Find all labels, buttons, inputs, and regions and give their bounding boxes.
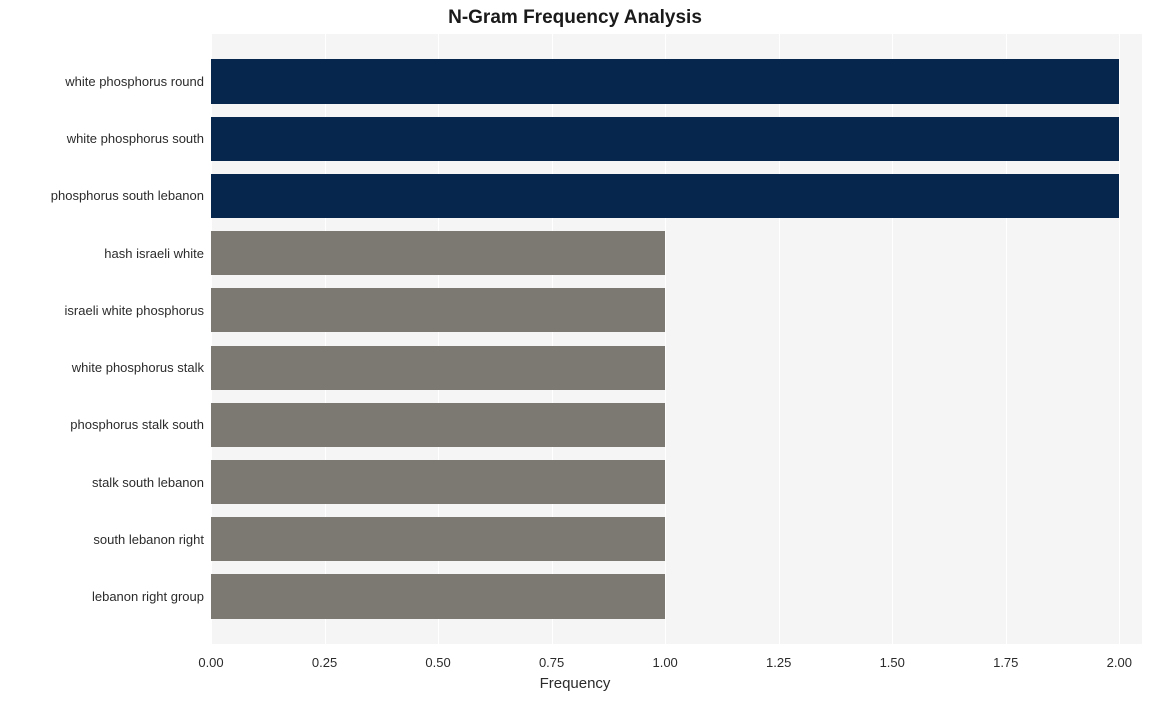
gridline	[1119, 34, 1120, 644]
chart-title: N-Gram Frequency Analysis	[0, 7, 1150, 29]
y-tick-label: white phosphorus stalk	[72, 360, 204, 375]
bar	[211, 346, 665, 390]
ngram-frequency-chart: N-Gram Frequency Analysis Frequency 0.00…	[0, 0, 1150, 701]
bar	[211, 288, 665, 332]
y-tick-label: white phosphorus south	[67, 131, 204, 146]
x-axis-label: Frequency	[0, 675, 1150, 692]
bar	[211, 574, 665, 618]
bar	[211, 174, 1119, 218]
x-tick-label: 1.00	[652, 655, 677, 670]
x-tick-label: 0.00	[198, 655, 223, 670]
y-tick-label: hash israeli white	[104, 246, 204, 261]
x-tick-label: 0.75	[539, 655, 564, 670]
y-tick-label: stalk south lebanon	[92, 475, 204, 490]
bar	[211, 231, 665, 275]
y-tick-label: israeli white phosphorus	[65, 303, 204, 318]
bar	[211, 517, 665, 561]
bar	[211, 460, 665, 504]
bar	[211, 403, 665, 447]
bar	[211, 117, 1119, 161]
x-tick-label: 0.50	[425, 655, 450, 670]
x-tick-label: 2.00	[1107, 655, 1132, 670]
y-tick-label: phosphorus south lebanon	[51, 188, 204, 203]
x-tick-label: 1.25	[766, 655, 791, 670]
y-tick-label: phosphorus stalk south	[70, 417, 204, 432]
x-tick-label: 0.25	[312, 655, 337, 670]
x-tick-label: 1.50	[880, 655, 905, 670]
y-tick-label: south lebanon right	[93, 532, 204, 547]
y-tick-label: lebanon right group	[92, 589, 204, 604]
x-tick-label: 1.75	[993, 655, 1018, 670]
plot-area	[211, 34, 1142, 644]
bar	[211, 59, 1119, 103]
y-tick-label: white phosphorus round	[65, 74, 204, 89]
